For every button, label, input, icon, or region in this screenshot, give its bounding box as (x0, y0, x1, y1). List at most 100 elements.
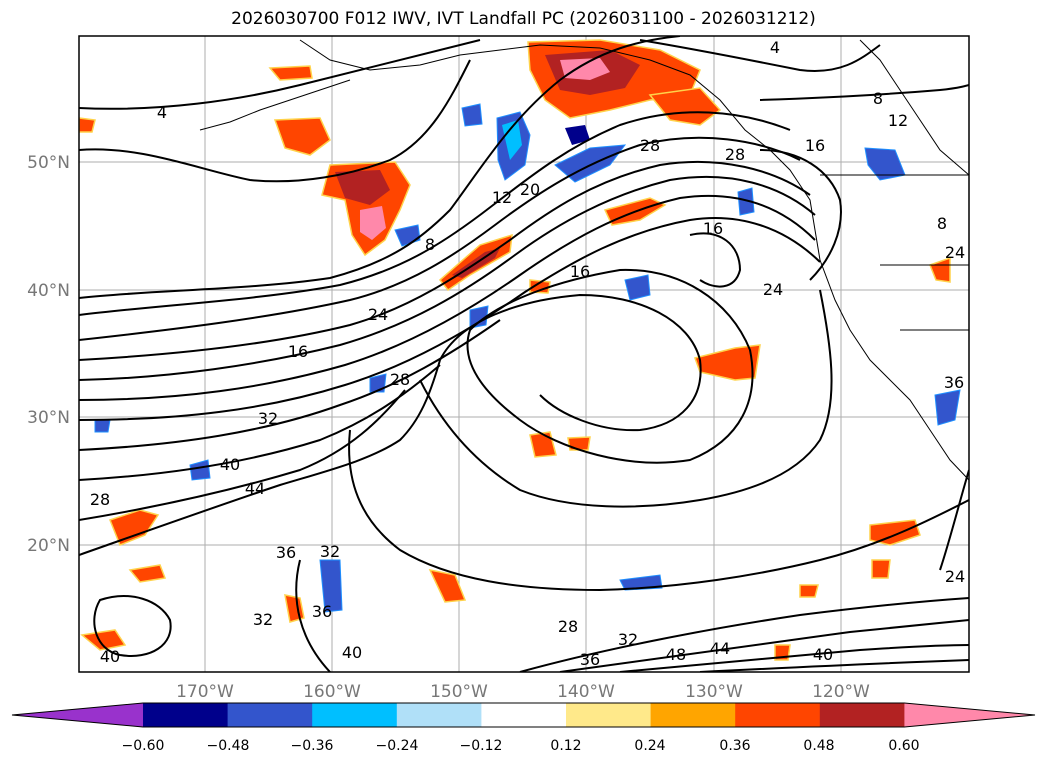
contour-label: 16 (703, 219, 723, 238)
fill-se-3 (799, 584, 819, 598)
contour-8-east (759, 84, 969, 101)
contour-west-loop (79, 359, 441, 556)
fill-gulf-alaska-peak (560, 58, 610, 80)
fill-neg-11 (619, 574, 663, 591)
colorbar-tick-label: −0.24 (376, 738, 419, 754)
lon-label: 160°W (303, 682, 361, 702)
contour-sw-loop (93, 595, 172, 657)
contour-label: 40 (220, 455, 240, 474)
colorbar-segment (735, 703, 821, 727)
colorbar-segment (396, 703, 482, 727)
contour-32-a (79, 319, 501, 451)
lat-label: 50°N (27, 153, 70, 173)
coast-aleutians (199, 79, 351, 131)
fill-neg-6 (737, 187, 755, 216)
colorbar-tick-label: −0.12 (460, 738, 503, 754)
map-frame (78, 35, 970, 673)
contour-32-south-b (519, 597, 969, 672)
contour-label: 16 (288, 342, 308, 361)
map-title: 2026030700 F012 IWV, IVT Landfall PC (20… (231, 9, 816, 29)
fill-neg-1b (502, 120, 522, 160)
contour-label-group: 4 4 8 8 8 12 12 16 16 16 16 20 24 24 24 … (90, 38, 965, 669)
fill-neg-7 (864, 147, 906, 181)
contour-40-a (79, 389, 406, 521)
fill-aleut-east-peak (360, 206, 386, 240)
contour-12-b (79, 136, 801, 341)
colorbar-tick-label: 0.24 (634, 738, 665, 754)
contour-label: 16 (805, 136, 825, 155)
fill-neg-14 (94, 419, 111, 433)
fill-mid-1 (529, 431, 557, 458)
fill-neg-10 (319, 559, 343, 613)
contour-label: 16 (570, 262, 590, 281)
contour-16-a (79, 160, 811, 361)
contour-label: 20 (520, 180, 540, 199)
contour-label: 28 (725, 145, 745, 164)
contour-label: 32 (618, 630, 638, 649)
contour-label: 28 (390, 370, 410, 389)
contour-label: 28 (90, 490, 110, 509)
fill-neg-2b (565, 125, 590, 145)
contour-8-ring (79, 36, 681, 299)
fill-coast-south (929, 256, 951, 283)
longitude-labels: 170°W 160°W 150°W 140°W 130°W 120°W (176, 682, 870, 702)
lon-label: 130°W (685, 682, 743, 702)
colorbar-segment (650, 703, 736, 727)
contour-44-south (699, 659, 969, 672)
fill-aleut-east-core (335, 170, 390, 205)
negative-anomaly-fills (94, 103, 961, 613)
contour-label: 32 (320, 542, 340, 561)
positive-anomaly-fills (79, 39, 951, 661)
colorbar-tick-label: 0.48 (803, 738, 834, 754)
contour-label: 40 (813, 645, 833, 664)
contour-inner-1 (689, 232, 742, 288)
contour-label: 12 (492, 188, 512, 207)
contour-label: 24 (368, 305, 388, 324)
lon-label: 140°W (557, 682, 615, 702)
colorbar-extend-max (904, 703, 1035, 727)
lat-label: 20°N (27, 536, 70, 556)
contour-label: 40 (100, 647, 120, 666)
contour-label: 36 (944, 373, 964, 392)
latitude-labels: 50°N 40°N 30°N 20°N (27, 153, 70, 556)
fill-se-1 (869, 519, 921, 546)
contour-24-a (79, 194, 816, 401)
fill-bc-coast (648, 87, 722, 126)
fill-mid-3 (428, 568, 467, 603)
fill-neg-8 (469, 305, 489, 329)
contour-4-north (79, 39, 481, 110)
lon-label: 120°W (812, 682, 870, 702)
contour-label: 32 (258, 409, 278, 428)
contour-label: 36 (580, 650, 600, 669)
colorbar-segment (312, 703, 398, 727)
contour-36-south (559, 619, 969, 672)
lat-label: 30°N (27, 408, 70, 428)
contour-16-east (759, 149, 842, 281)
contour-4-upper (639, 39, 881, 72)
contour-label: 24 (945, 243, 965, 262)
fill-se-2 (871, 559, 891, 579)
contour-32-south (295, 559, 331, 672)
fill-bering (268, 65, 313, 81)
fill-sw-4 (284, 594, 305, 623)
lat-label: 40°N (27, 281, 70, 301)
contour-12-a (79, 111, 791, 316)
colorbar-segment (819, 703, 905, 727)
contour-label: 44 (710, 639, 730, 658)
colorbar-segment (143, 703, 229, 727)
fill-neg-2 (554, 144, 627, 183)
coast-alaska (299, 39, 969, 481)
fill-neg-13 (189, 459, 211, 481)
fill-aleut-west (273, 117, 331, 156)
fill-neg-4 (394, 224, 421, 247)
coast-inner (859, 39, 969, 176)
fill-neg-9 (369, 373, 387, 393)
contour-label: 36 (276, 543, 296, 562)
contour-16-midocean (466, 268, 754, 464)
contour-label: 44 (245, 479, 265, 498)
contour-label: 32 (253, 610, 273, 629)
fill-sw-1 (109, 509, 160, 546)
lon-label: 150°W (430, 682, 488, 702)
contour-20-midocean (439, 293, 702, 432)
contour-label: 12 (888, 111, 908, 130)
